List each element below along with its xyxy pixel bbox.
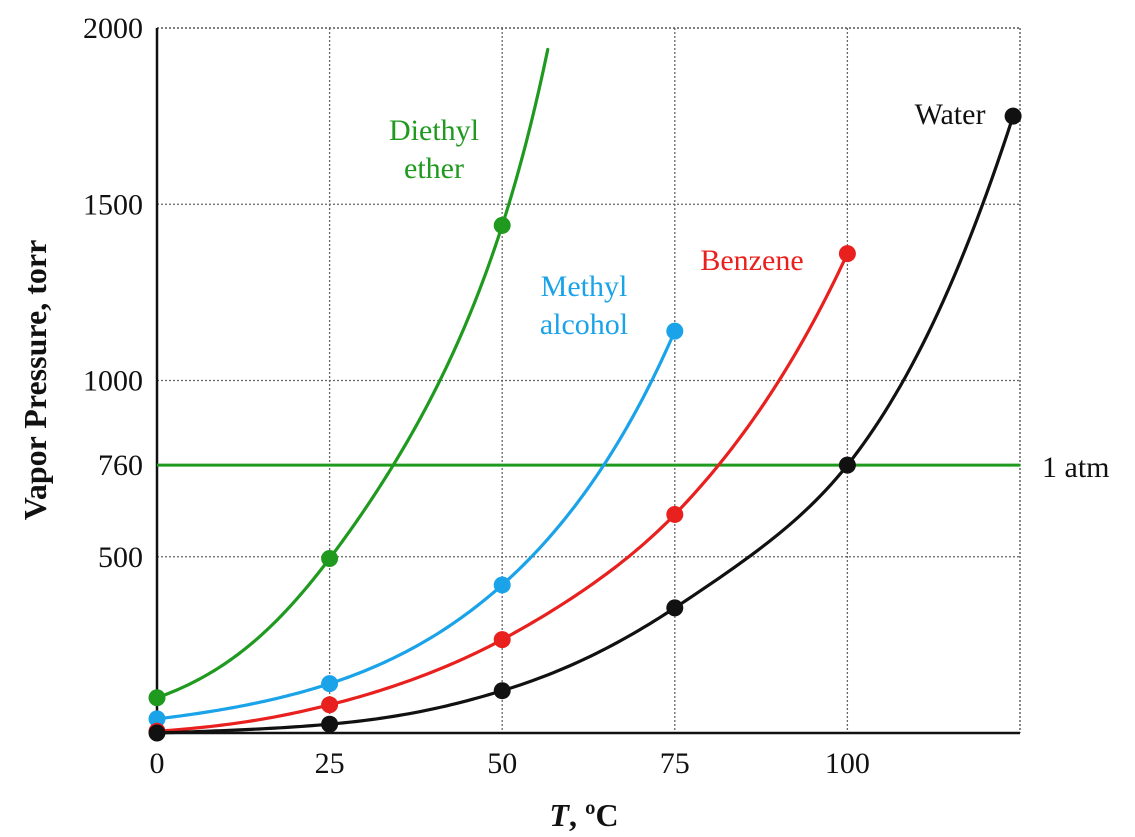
data-point-3-0 (148, 724, 166, 742)
series-label-2-line-0: Benzene (700, 244, 803, 277)
data-point-1-0 (148, 710, 166, 728)
data-point-3-4 (838, 456, 856, 474)
x-tick-label-50: 50 (487, 747, 517, 780)
grid-lines (156, 28, 1020, 733)
y-tick-label-1500: 1500 (83, 188, 143, 221)
x-tick-label-0: 0 (150, 747, 165, 780)
series-label-1-line-1: alcohol (540, 308, 628, 341)
tick-labels: 0 25 50 75 100 500 760 1000 1500 2000 (83, 12, 870, 780)
series-label-1-line-0: Methyl (541, 270, 628, 303)
data-point-0-2 (493, 216, 511, 234)
data-point-2-1 (321, 696, 339, 714)
y-tick-label-760: 760 (98, 449, 143, 482)
series-label-0-line-0: Diethyl (389, 114, 479, 147)
x-tick-label-25: 25 (315, 747, 345, 780)
y-tick-label-1000: 1000 (83, 365, 143, 398)
series-labels: Diethyl ether Methyl alcohol Benzene Water (389, 98, 985, 341)
x-tick-label-100: 100 (825, 747, 870, 780)
data-point-3-1 (321, 715, 339, 733)
data-point-0-1 (321, 550, 339, 568)
series-markers (148, 107, 1022, 742)
y-axis-title: Vapor Pressure, torr (17, 240, 53, 521)
data-point-2-4 (838, 245, 856, 263)
data-point-3-3 (666, 599, 684, 617)
y-tick-label-2000: 2000 (83, 12, 143, 45)
plot-frame (155, 27, 1021, 735)
series-label-3-line-0: Water (915, 98, 986, 131)
data-point-0-0 (148, 689, 166, 707)
series-curve-1 (155, 329, 677, 721)
data-point-2-2 (493, 631, 511, 649)
series-label-0-line-1: ether (404, 152, 464, 185)
data-point-3-5 (1004, 107, 1022, 125)
x-tick-label-75: 75 (660, 747, 690, 780)
series-curve-0 (155, 47, 550, 700)
data-point-1-3 (666, 322, 684, 340)
y-tick-label-500: 500 (98, 541, 143, 574)
reference-line-group: 1 atm (157, 451, 1110, 484)
data-point-1-2 (493, 576, 511, 594)
reference-line-label: 1 atm (1042, 451, 1110, 484)
data-point-2-3 (666, 505, 684, 523)
data-point-3-2 (493, 682, 511, 700)
series-curves (155, 47, 1015, 735)
data-point-1-1 (321, 675, 339, 693)
series-curve-3 (155, 114, 1015, 735)
x-axis-title: T, ºC (549, 797, 618, 833)
